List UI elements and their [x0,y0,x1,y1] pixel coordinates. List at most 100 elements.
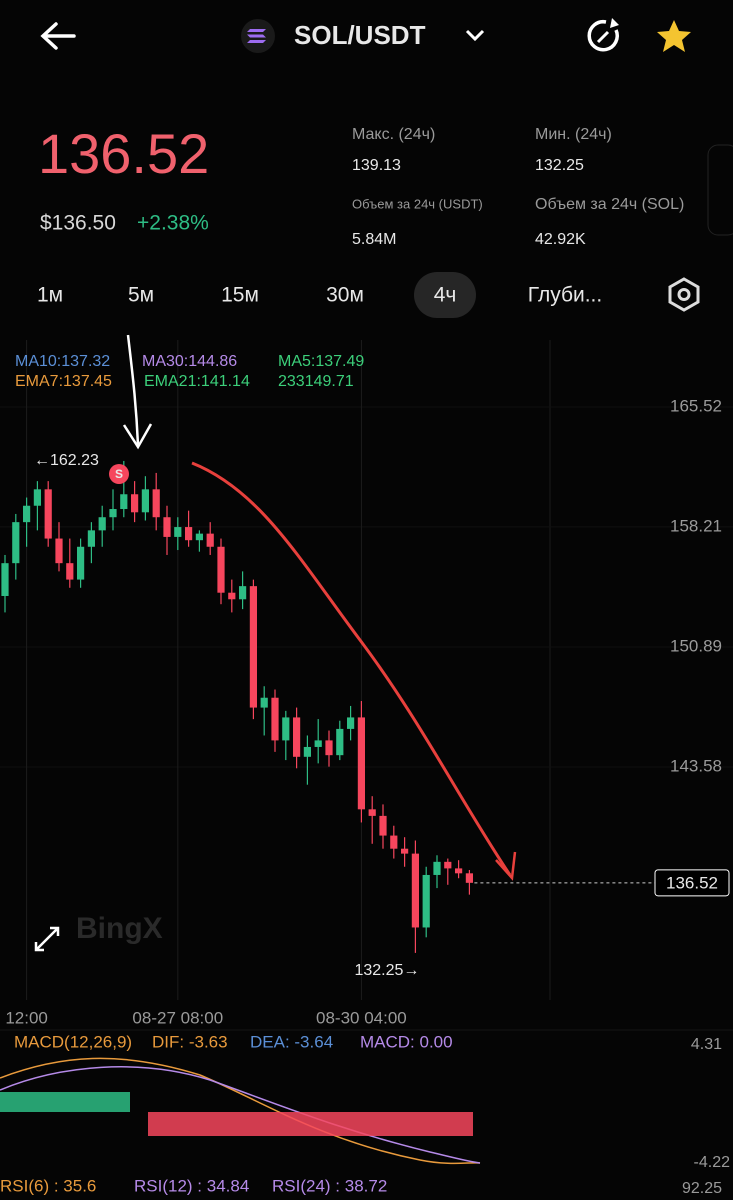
timeframe-tab[interactable]: 30м [326,284,364,307]
candle-body [66,563,74,580]
stat-value: 42.92K [535,231,586,248]
candle-body [44,489,52,539]
timeframe-active-bg [414,272,476,318]
price-change: +2.38% [137,212,209,235]
back-button[interactable] [40,22,76,50]
timeframe-tab[interactable]: 15м [221,284,259,307]
candle-body [314,740,322,747]
candle-body [33,489,41,506]
macd-dif-line [0,1057,481,1165]
candle-body [217,546,225,593]
rsi-axis-top: 92.25 [682,1180,722,1197]
candle-body [379,815,387,836]
rsi-12: RSI(12) : 34.84 [134,1176,249,1195]
candle-body [347,717,355,729]
candle-body [249,586,257,708]
candle-body [109,509,117,518]
rsi-24: RSI(24) : 38.72 [272,1176,387,1195]
candle-body [174,527,182,537]
last-price-box [654,869,730,897]
x-tick-label: 08-27 08:00 [132,1008,223,1027]
stat-value: 139.13 [352,157,401,174]
candle-body [422,874,430,928]
candle-body [293,717,301,757]
candle-body [433,861,441,875]
candle-body [98,517,106,531]
macd-dif: DIF: -3.63 [152,1032,228,1051]
timeframe-tab[interactable]: 4ч [434,284,457,307]
candle-chart: 165.52 158.21 150.89 143.58 12:00 08-27 08:00… [0,340,733,1027]
macd-value: MACD: 0.00 [360,1032,453,1051]
timeframe-tab[interactable]: 5м [128,284,154,307]
last-price: 136.52 [38,122,209,185]
macd-axis-bottom: -4.22 [694,1154,731,1171]
indicator-label: EMA7:137.45 [15,373,112,390]
candle-body [239,586,247,600]
x-tick-label: 08-30 04:00 [316,1008,407,1027]
candle-body [131,494,139,513]
candle-body [1,563,9,596]
y-tick-label: 158.21 [670,516,722,535]
fullscreen-button[interactable] [34,926,60,952]
candle-body [455,868,463,874]
candle-body [465,873,473,883]
indicator-label: MA30:144.86 [142,353,237,370]
side-tab[interactable] [707,144,733,236]
y-tick-label: 143.58 [670,756,722,775]
candle-body [163,517,171,537]
refresh-button[interactable] [587,18,619,52]
settings-button[interactable] [668,277,700,312]
candle-body [12,522,20,564]
timeframe-tab[interactable]: Глуби... [528,284,602,307]
candle-body [120,494,128,510]
indicator-label: 233149.71 [278,373,354,390]
candle-body [411,853,419,928]
favorite-star[interactable] [657,20,691,52]
x-tick-label: 12:00 [5,1008,48,1027]
stat-label: Объем за 24ч (USDT) [352,196,483,211]
candle-body [401,848,409,854]
timeframe-bar: 1м 5м 15м 30м 4ч Глуби... [37,272,602,318]
y-tick-label: 150.89 [670,637,722,656]
candle-body [271,697,279,741]
candle-body [195,533,203,541]
macd-dea-line [0,1066,481,1164]
candle-body [303,746,311,757]
indicator-label: EMA21:141.14 [144,373,250,390]
sol-logo [247,29,266,43]
candle-body [87,530,95,547]
candle-body [23,505,31,523]
candle-body [357,717,365,810]
candle-body [260,697,268,708]
last-price-label: 136.52 [666,873,718,892]
candle-body [152,489,160,518]
low-label: 132.25→ [354,962,419,979]
trend-arrow [191,461,512,876]
candle-body [141,489,149,513]
y-tick-label: 165.52 [670,396,722,415]
candle-body [325,740,333,756]
trend-arrow-head [495,851,517,881]
macd-axis-top: 4.31 [691,1036,722,1053]
hand-arrow-head [122,423,153,450]
candle-body [282,717,290,741]
pair-title[interactable]: SOL/USDT [294,20,426,50]
indicator-label: MA5:137.49 [278,353,364,370]
rsi-6: RSI(6) : 35.6 [0,1176,96,1195]
candle-body [336,728,344,756]
timeframe-tab[interactable]: 1м [37,284,63,307]
candle-body [390,835,398,849]
stat-label: Макс. (24ч) [352,126,435,143]
sell-marker [109,464,129,484]
stat-label: Объем за 24ч (SOL) [535,196,684,213]
candle-body [368,809,376,816]
candle-body [206,533,214,547]
macd-dea: DEA: -3.64 [250,1032,333,1051]
candle-body [185,527,193,541]
pair-dropdown[interactable] [465,29,485,42]
usd-price: $136.50 [40,212,116,235]
stat-value: 132.25 [535,157,584,174]
candle-body [77,546,85,580]
candle-body [55,538,63,564]
